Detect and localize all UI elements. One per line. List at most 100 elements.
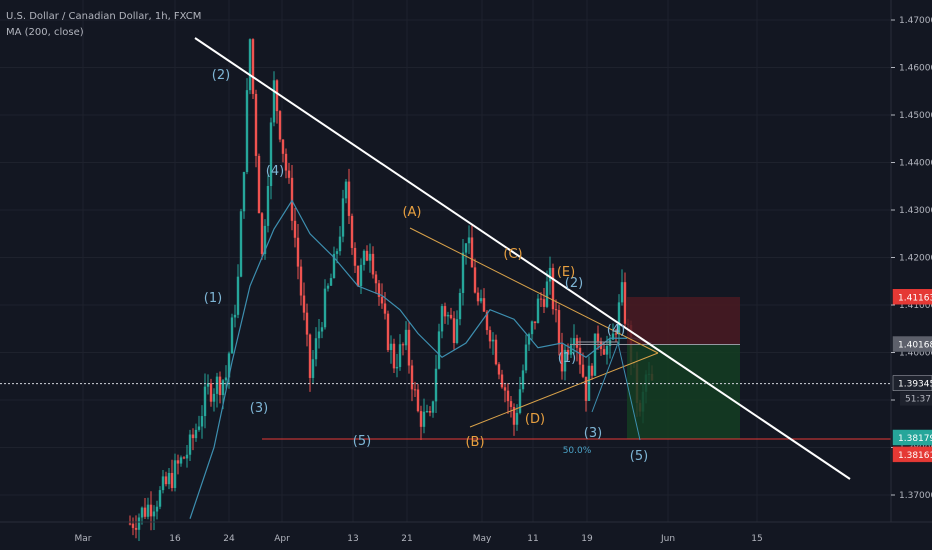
candle-body [338, 236, 342, 252]
price-label: 1.38179 [892, 429, 932, 446]
impulse-wave-label: (5) [353, 434, 371, 449]
candle-body [227, 353, 231, 378]
candle-body [536, 298, 540, 324]
candle-body [518, 389, 522, 413]
candle-body [434, 368, 438, 402]
candle-body [332, 253, 336, 279]
candle-body [260, 213, 264, 254]
candle-body [353, 247, 357, 266]
candle-body [425, 411, 429, 413]
candle-body [614, 333, 618, 335]
time-tick-label: 21 [401, 534, 412, 544]
candle-body [293, 220, 297, 238]
candle-body [500, 374, 504, 388]
candle-body [608, 339, 612, 346]
candle-body [275, 80, 279, 112]
candle-body [515, 412, 519, 425]
candle-body [575, 338, 579, 348]
candle-body [155, 506, 159, 512]
fib-level-label: 50.0% [563, 446, 592, 456]
candle-body [359, 264, 363, 287]
countdown-label: 51:37 [900, 391, 932, 406]
candle-body [401, 344, 405, 346]
price-label-bg [892, 289, 932, 305]
candle-body [482, 298, 486, 312]
candle-body [164, 476, 168, 485]
candle-body [188, 434, 192, 455]
candle-body [134, 527, 138, 530]
candle-body [452, 318, 456, 343]
impulse-wave-label: (3) [250, 401, 268, 416]
candle-body [152, 511, 156, 517]
candle-body [209, 383, 213, 402]
countdown-text: 51:37 [905, 395, 931, 405]
candle-body [440, 306, 444, 332]
candle-body [443, 306, 447, 317]
candle-body [317, 331, 321, 339]
time-axis[interactable]: Mar 16 24 Apr 13 21 May 11 19 Jun 15 [0, 521, 932, 544]
candle-body [344, 181, 348, 199]
candle-body [509, 401, 513, 407]
candle-body [617, 302, 621, 335]
candle-body [296, 237, 300, 267]
price-tick-label: 1.47000 [899, 16, 932, 26]
price-label: 1.38161 [892, 446, 932, 463]
candle-body [494, 339, 498, 365]
candle-body [461, 252, 465, 293]
time-tick-label: 19 [581, 534, 593, 544]
candle-body [623, 282, 627, 324]
candle-body [251, 39, 255, 94]
abc-wave-label: (E) [557, 265, 575, 280]
candle-body [605, 345, 609, 355]
candle-body [143, 507, 147, 517]
candle-body [419, 411, 423, 427]
candle-body [254, 93, 258, 156]
candle-body [563, 349, 567, 372]
candle-body [365, 250, 369, 261]
candle-body [428, 411, 432, 413]
candle-body [485, 311, 489, 331]
candle-body [506, 390, 510, 402]
candle-body [215, 376, 219, 394]
candle-body [257, 155, 261, 214]
candle-body [554, 309, 558, 311]
stop-loss-zone [627, 297, 740, 345]
price-label-bg [892, 336, 932, 352]
candle-body [596, 333, 600, 342]
candle-body [383, 303, 387, 314]
candle-body [212, 393, 216, 402]
candle-body [560, 344, 564, 372]
abc-wave-label: (D) [525, 412, 545, 427]
candle-body [542, 299, 546, 307]
candle-body [422, 411, 426, 427]
price-tick-label: 1.37000 [899, 491, 932, 501]
candle-body [455, 319, 459, 343]
candle-body [173, 460, 177, 488]
candle-body [314, 338, 318, 360]
candle-body [242, 172, 246, 212]
candle-body [290, 177, 294, 221]
candle-body [470, 237, 474, 268]
candle-body [593, 333, 597, 376]
impulse-wave-label: (4) [266, 164, 284, 179]
price-label-text: 1.39345 [898, 380, 932, 390]
candle-body [398, 344, 402, 367]
candle-body [503, 387, 507, 391]
time-tick-label: Jun [660, 534, 675, 544]
indicator-title[interactable]: MA (200, close) [6, 27, 84, 38]
candle-body [272, 80, 276, 123]
candle-body [458, 292, 462, 320]
grid [0, 0, 891, 522]
price-tick-label: 1.45000 [899, 111, 932, 121]
candle-body [131, 523, 135, 528]
price-axis[interactable]: 1.47000 1.46000 1.45000 1.44000 1.43000 1.420… [890, 0, 932, 550]
price-label-text: 1.41163 [898, 293, 932, 303]
candle-body [308, 334, 312, 378]
time-tick-label: 11 [527, 534, 538, 544]
candle-body [530, 321, 534, 335]
impulse-wave-label: (3) [584, 426, 602, 441]
symbol-title[interactable]: U.S. Dollar / Canadian Dollar, 1h, FXCM [6, 11, 202, 22]
candle-body [149, 504, 153, 517]
candle-body [158, 490, 162, 507]
